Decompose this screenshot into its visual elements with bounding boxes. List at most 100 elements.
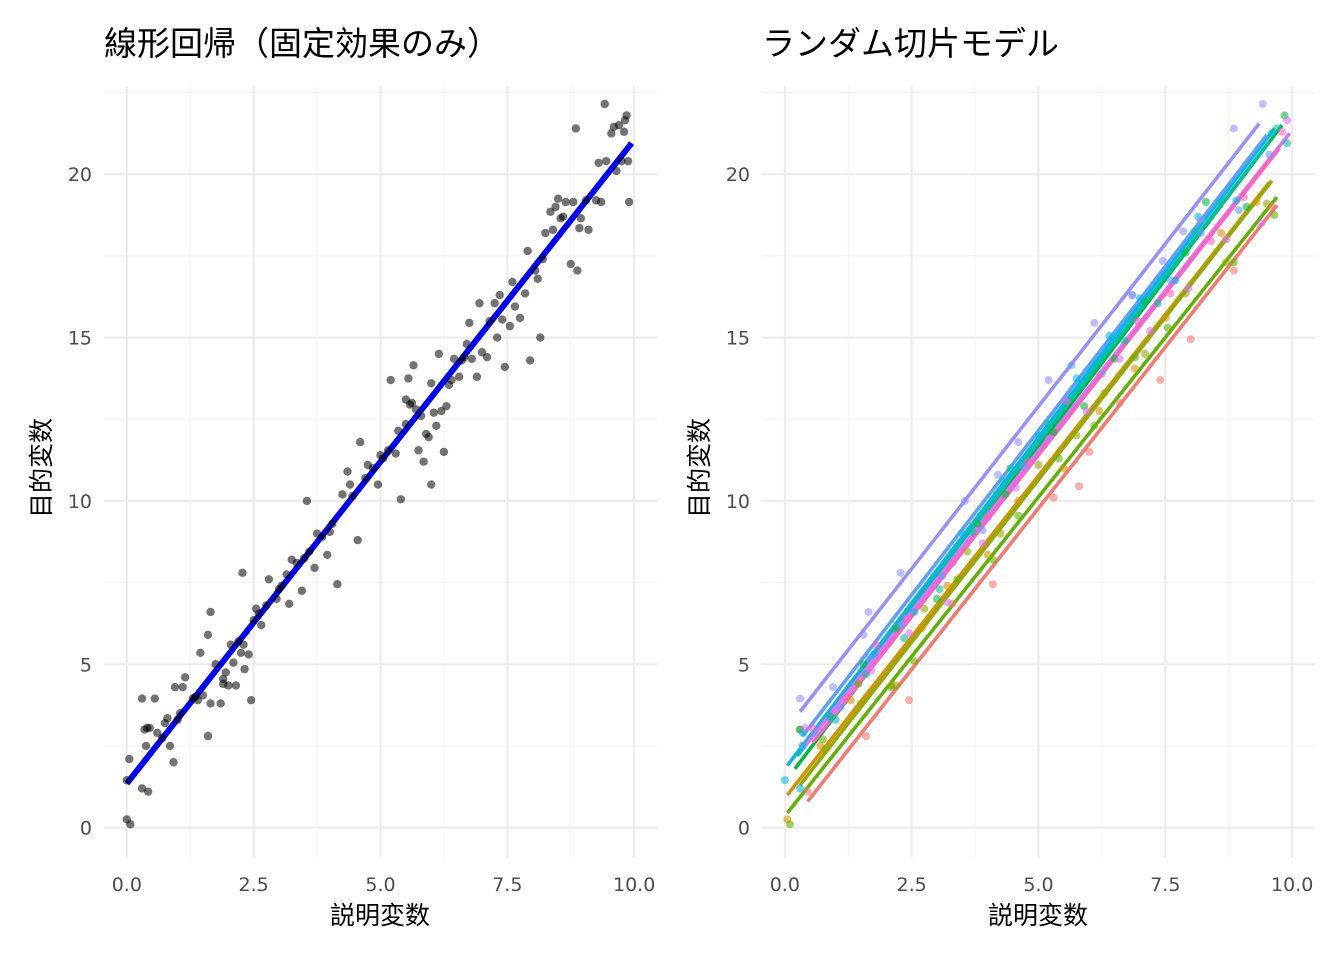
fit-lines — [124, 141, 634, 786]
data-point — [386, 375, 395, 385]
data-point — [1014, 438, 1023, 447]
data-point — [1128, 291, 1137, 300]
data-point — [434, 349, 444, 359]
x-tick-label: 0.0 — [770, 874, 800, 896]
data-point — [439, 447, 449, 457]
data-point — [1196, 215, 1205, 224]
y-tick-labels: 0 5 10 15 20 — [68, 164, 92, 839]
data-point — [1044, 376, 1053, 385]
data-point — [983, 550, 992, 559]
data-point — [178, 682, 187, 692]
data-point — [206, 699, 215, 708]
data-point — [983, 513, 992, 522]
data-point — [798, 741, 807, 750]
data-point — [409, 361, 418, 370]
data-point — [1049, 493, 1058, 502]
data-point — [864, 607, 873, 616]
data-point — [500, 362, 509, 372]
data-point — [175, 709, 185, 718]
data-point — [442, 401, 451, 411]
data-point — [1161, 313, 1170, 322]
data-point — [609, 122, 619, 132]
data-point — [1090, 421, 1099, 430]
data-point — [1252, 197, 1261, 206]
data-point — [1222, 258, 1231, 267]
panel-random-intercept: ランダム切片モデル 0.0 2.5 5.0 7.5 10.0 0 5 10 15 20 説明変数… — [685, 24, 1315, 930]
data-point — [1044, 420, 1053, 429]
data-point — [170, 682, 180, 692]
data-point — [231, 681, 241, 690]
data-point — [948, 558, 957, 567]
data-point — [1166, 289, 1175, 298]
data-point — [1006, 464, 1015, 473]
data-point — [1072, 374, 1081, 383]
data-point — [553, 194, 563, 203]
data-point — [1095, 371, 1104, 380]
data-point — [963, 547, 972, 556]
data-point — [465, 318, 474, 328]
data-point — [244, 650, 253, 659]
data-point — [373, 480, 383, 489]
data-point — [1270, 211, 1279, 220]
y-tick-labels: 0 5 10 15 20 — [726, 164, 750, 839]
data-point — [1156, 376, 1165, 385]
data-point — [1034, 460, 1043, 469]
y-tick-label: 5 — [738, 654, 750, 676]
data-point — [933, 594, 942, 603]
y-tick-label: 0 — [738, 818, 750, 840]
data-point — [1158, 256, 1167, 265]
data-point — [905, 629, 914, 638]
data-point — [619, 127, 629, 136]
data-point — [143, 787, 153, 796]
panel-title: 線形回帰（固定効果のみ） — [104, 24, 500, 63]
data-point — [510, 302, 520, 311]
data-point — [411, 405, 421, 414]
data-point — [401, 395, 411, 404]
x-tick-label: 2.5 — [239, 874, 269, 896]
x-tick-labels: 0.0 2.5 5.0 7.5 10.0 — [770, 874, 1314, 896]
data-point — [796, 784, 805, 793]
x-tick-label: 2.5 — [897, 874, 927, 896]
data-point — [240, 664, 249, 674]
data-point — [594, 158, 603, 167]
data-point — [348, 491, 357, 501]
data-point — [862, 732, 871, 741]
data-point — [1229, 124, 1238, 133]
data-point — [180, 673, 190, 682]
y-tick-label: 15 — [68, 328, 92, 350]
data-point — [1206, 237, 1215, 246]
data-point — [333, 580, 342, 589]
data-point — [246, 695, 256, 705]
data-point — [623, 156, 633, 166]
data-point — [274, 584, 284, 594]
data-point — [1095, 407, 1104, 416]
data-point — [1100, 389, 1109, 398]
data-point — [317, 532, 327, 542]
data-point — [472, 372, 482, 381]
data-point — [854, 679, 863, 688]
data-point — [541, 228, 550, 238]
data-point — [122, 776, 132, 785]
data-point — [1062, 397, 1071, 406]
data-point — [1232, 196, 1241, 205]
data-point — [229, 658, 238, 667]
x-tick-label: 0.0 — [112, 874, 142, 896]
x-tick-label: 5.0 — [1023, 874, 1053, 896]
data-point — [292, 558, 301, 568]
data-point — [821, 745, 830, 754]
data-point — [490, 299, 499, 308]
data-point — [1262, 199, 1271, 208]
data-point — [345, 480, 355, 489]
data-point — [864, 653, 873, 662]
data-point — [383, 446, 393, 455]
data-point — [427, 480, 436, 489]
data-point — [900, 634, 909, 643]
data-point — [910, 607, 919, 616]
y-axis-title: 目的変数 — [27, 418, 56, 518]
data-point — [391, 449, 400, 458]
data-point — [573, 266, 582, 275]
data-point — [206, 607, 215, 617]
data-point — [262, 601, 271, 610]
data-point — [236, 648, 246, 658]
data-point — [302, 496, 312, 506]
